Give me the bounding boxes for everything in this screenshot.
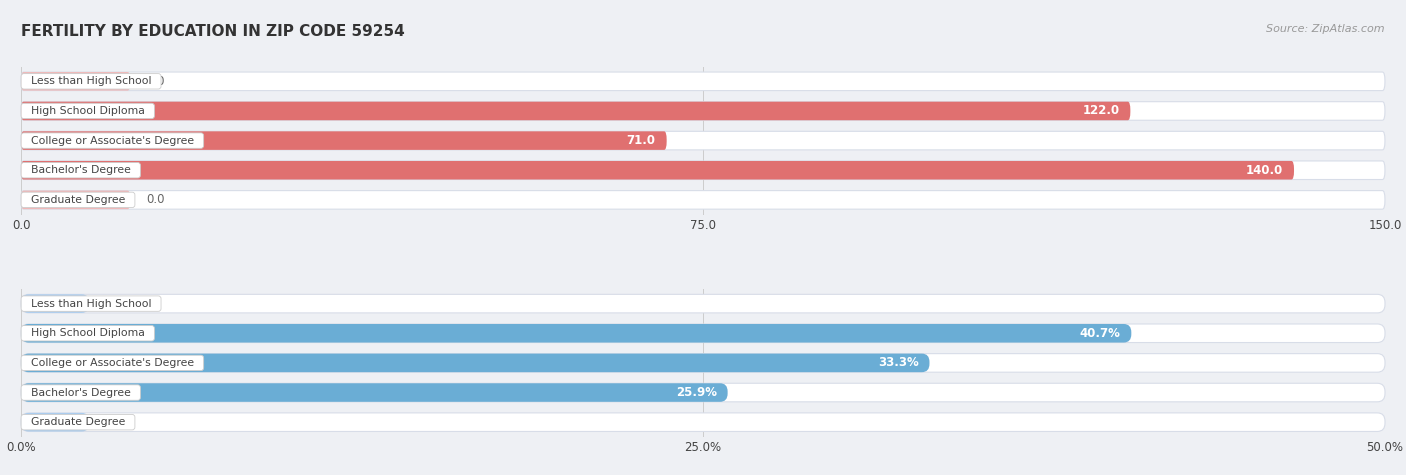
Text: Graduate Degree: Graduate Degree (24, 195, 132, 205)
FancyBboxPatch shape (21, 161, 1385, 180)
Text: 25.9%: 25.9% (676, 386, 717, 399)
Text: Graduate Degree: Graduate Degree (24, 417, 132, 427)
FancyBboxPatch shape (21, 353, 1385, 372)
FancyBboxPatch shape (21, 72, 1385, 91)
FancyBboxPatch shape (21, 102, 1130, 120)
Text: FERTILITY BY EDUCATION IN ZIP CODE 59254: FERTILITY BY EDUCATION IN ZIP CODE 59254 (21, 24, 405, 39)
Text: 0.0: 0.0 (146, 75, 165, 88)
Text: 140.0: 140.0 (1246, 164, 1284, 177)
FancyBboxPatch shape (21, 294, 1385, 313)
Text: 0.0%: 0.0% (105, 297, 135, 310)
Text: 122.0: 122.0 (1083, 104, 1119, 117)
FancyBboxPatch shape (21, 294, 90, 313)
FancyBboxPatch shape (21, 324, 1132, 342)
FancyBboxPatch shape (21, 383, 728, 402)
FancyBboxPatch shape (21, 353, 929, 372)
FancyBboxPatch shape (21, 190, 131, 209)
FancyBboxPatch shape (21, 413, 90, 431)
FancyBboxPatch shape (21, 383, 1385, 402)
Text: Source: ZipAtlas.com: Source: ZipAtlas.com (1267, 24, 1385, 34)
FancyBboxPatch shape (21, 161, 1294, 180)
Text: Bachelor's Degree: Bachelor's Degree (24, 388, 138, 398)
Text: College or Associate's Degree: College or Associate's Degree (24, 358, 201, 368)
Text: College or Associate's Degree: College or Associate's Degree (24, 135, 201, 146)
Text: 33.3%: 33.3% (877, 356, 918, 370)
FancyBboxPatch shape (21, 131, 666, 150)
Text: 71.0: 71.0 (627, 134, 655, 147)
Text: 0.0: 0.0 (146, 193, 165, 206)
Text: High School Diploma: High School Diploma (24, 106, 152, 116)
FancyBboxPatch shape (21, 190, 1385, 209)
Text: Less than High School: Less than High School (24, 76, 159, 86)
FancyBboxPatch shape (21, 72, 131, 91)
FancyBboxPatch shape (21, 102, 1385, 120)
FancyBboxPatch shape (21, 324, 1385, 342)
Text: Bachelor's Degree: Bachelor's Degree (24, 165, 138, 175)
Text: 0.0%: 0.0% (105, 416, 135, 428)
FancyBboxPatch shape (21, 131, 1385, 150)
Text: 40.7%: 40.7% (1080, 327, 1121, 340)
Text: High School Diploma: High School Diploma (24, 328, 152, 338)
FancyBboxPatch shape (21, 413, 1385, 431)
Text: Less than High School: Less than High School (24, 299, 159, 309)
